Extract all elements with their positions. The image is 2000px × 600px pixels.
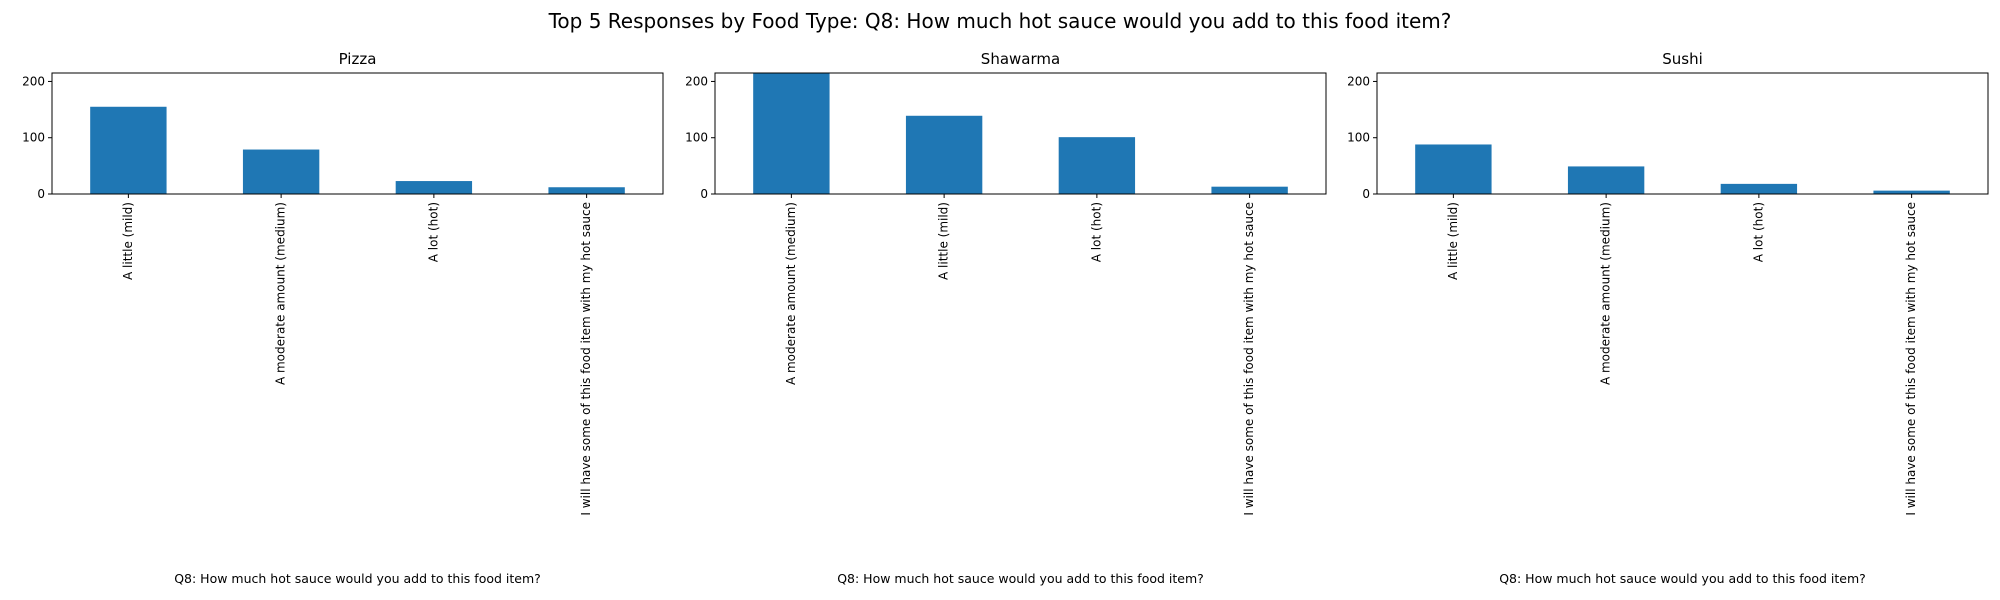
bar-pizza-2 — [242, 149, 320, 194]
bar-sushi-3 — [1720, 183, 1798, 194]
bar-shawarma-4 — [1211, 186, 1288, 194]
y-tick-label: 100 — [685, 131, 708, 145]
bar-sushi-2 — [1567, 166, 1645, 194]
x-tick-label: A little (mild) — [121, 202, 135, 280]
x-axis-label: Q8: How much hot sauce would you add to … — [1499, 571, 1866, 586]
x-tick-label: A little (mild) — [1446, 202, 1460, 280]
plot-area-frame — [51, 72, 664, 195]
y-tick-label: 100 — [1347, 131, 1370, 145]
plot-area-frame — [1376, 72, 1989, 195]
subplot-panels: Pizza 0 100 200 A little (mild) A moderate am… — [22, 50, 1989, 586]
bar-pizza-4 — [548, 187, 625, 194]
bar-shawarma-1 — [753, 73, 830, 194]
y-tick-label: 200 — [1347, 74, 1370, 88]
x-tick-label: I will have some of this food item with … — [1904, 202, 1918, 516]
subplot-shawarma: Shawarma 0 100 200 A moderate amount (medium… — [685, 50, 1327, 586]
x-tick-label: A lot (hot) — [426, 202, 440, 262]
subplot-title: Pizza — [339, 50, 377, 68]
bar-pizza-3 — [395, 181, 473, 194]
y-tick-label: 200 — [22, 74, 45, 88]
y-tick-label: 200 — [685, 74, 708, 88]
x-tick-label: A moderate amount (medium) — [274, 202, 288, 385]
y-tick-label: 0 — [37, 187, 45, 201]
subplot-title: Shawarma — [981, 50, 1060, 68]
x-tick-label: A lot (hot) — [1089, 202, 1103, 262]
x-axis-label: Q8: How much hot sauce would you add to … — [174, 571, 541, 586]
subplot-sushi: Sushi 0 100 200 A little (mild) A moderate am… — [1347, 50, 1989, 586]
bar-pizza-1 — [90, 106, 167, 194]
x-tick-label: I will have some of this food item with … — [579, 202, 593, 516]
bar-sushi-1 — [1415, 144, 1492, 194]
plot-area-frame — [714, 72, 1327, 195]
y-tick-label: 0 — [700, 187, 708, 201]
x-tick-label: A lot (hot) — [1751, 202, 1765, 262]
y-tick-label: 0 — [1362, 187, 1370, 201]
subplot-pizza: Pizza 0 100 200 A little (mild) A moderate am… — [22, 50, 664, 586]
bar-shawarma-2 — [905, 115, 983, 194]
figure-suptitle: Top 5 Responses by Food Type: Q8: How mu… — [548, 9, 1452, 33]
y-tick-label: 100 — [22, 131, 45, 145]
x-tick-label: I will have some of this food item with … — [1242, 202, 1256, 516]
bar-shawarma-3 — [1058, 137, 1136, 194]
subplot-title: Sushi — [1662, 50, 1703, 68]
bar-sushi-4 — [1873, 190, 1950, 194]
x-tick-label: A moderate amount (medium) — [784, 202, 798, 385]
x-axis-label: Q8: How much hot sauce would you add to … — [837, 571, 1204, 586]
x-tick-label: A moderate amount (medium) — [1599, 202, 1613, 385]
x-tick-label: A little (mild) — [937, 202, 951, 280]
